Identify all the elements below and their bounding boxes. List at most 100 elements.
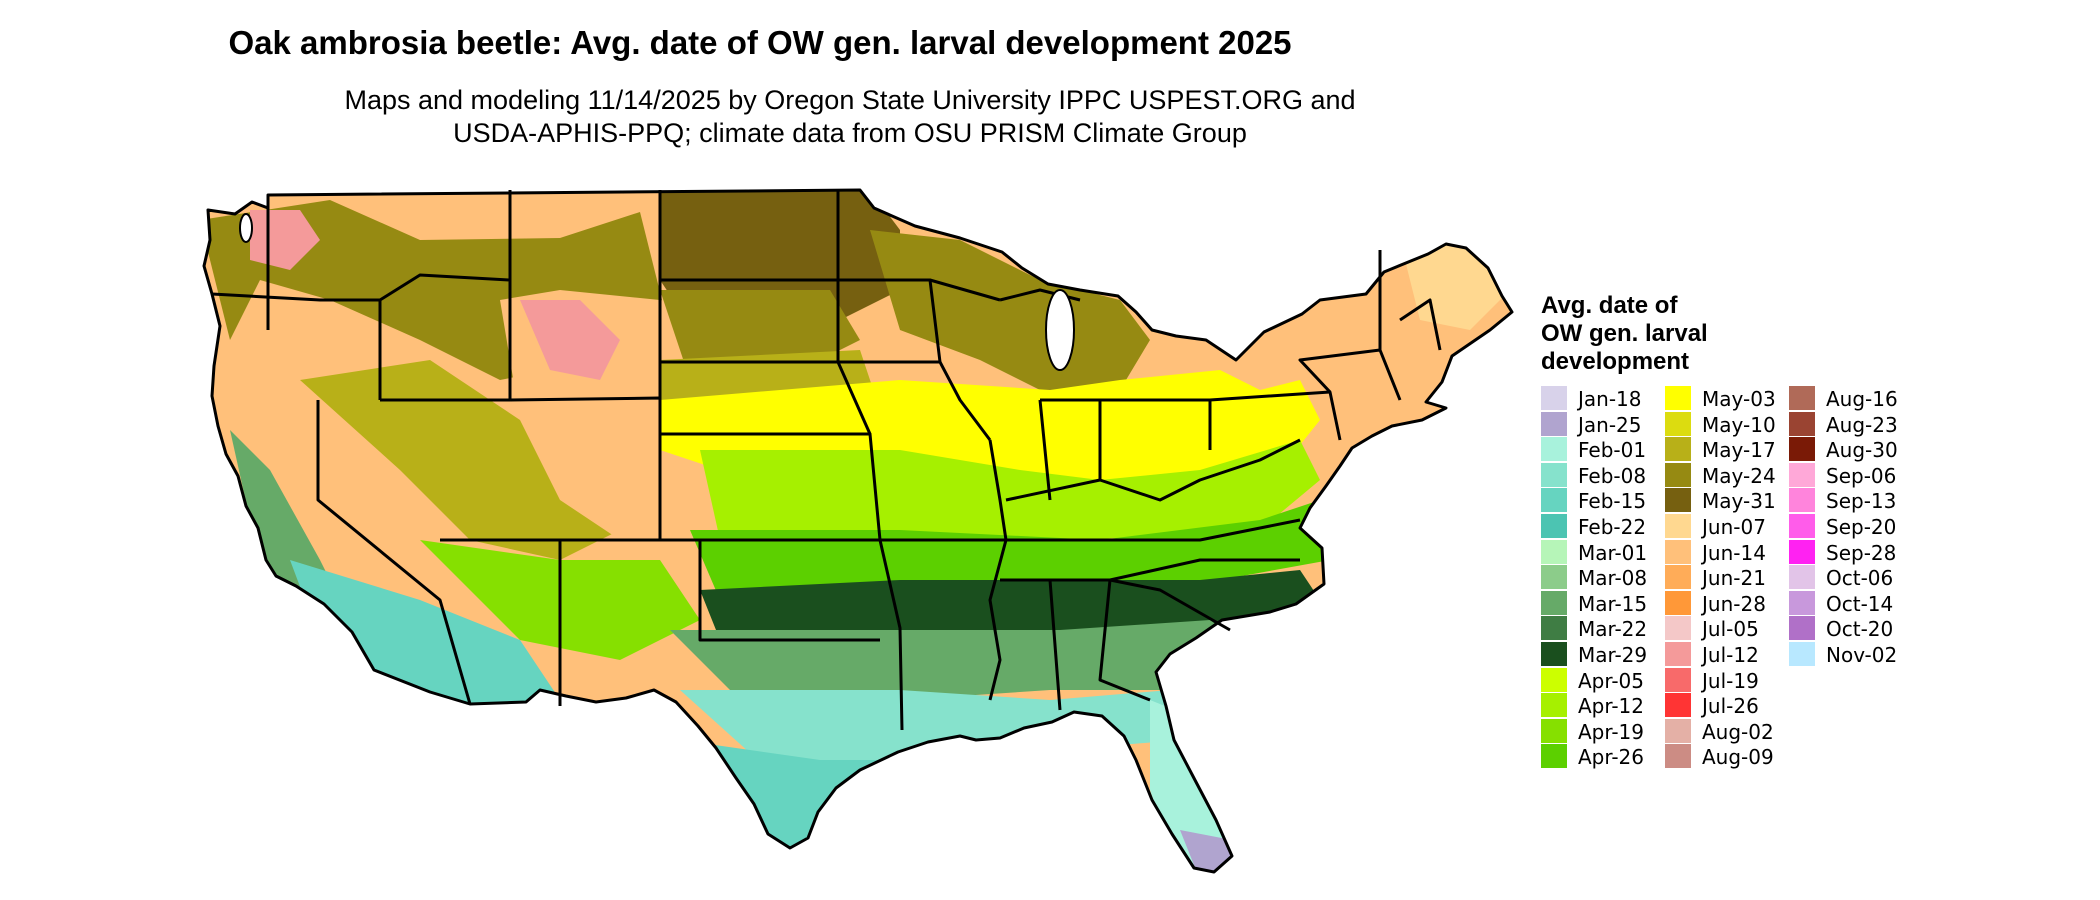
legend-swatch [1665, 539, 1691, 564]
legend-swatch [1789, 437, 1815, 462]
legend-swatch [1665, 462, 1691, 487]
legend-label: Nov-02 [1826, 642, 1898, 667]
legend-label: Apr-12 [1578, 694, 1644, 719]
legend-label: Jul-05 [1702, 617, 1759, 642]
legend-swatch [1541, 513, 1567, 538]
legend-swatch [1665, 693, 1691, 718]
legend-swatch [1665, 513, 1691, 538]
legend-swatch [1541, 744, 1567, 769]
legend-label: Sep-28 [1826, 540, 1897, 565]
legend-swatch [1541, 718, 1567, 743]
legend-title: Avg. date of OW gen. larval development [1541, 292, 1801, 376]
legend-swatch [1665, 488, 1691, 513]
legend-label: Aug-23 [1826, 412, 1898, 437]
legend-label: Mar-01 [1578, 540, 1648, 565]
legend-label: Jun-28 [1702, 591, 1766, 616]
legend-swatch [1789, 590, 1815, 615]
zone-gulf-dark [700, 570, 1320, 640]
legend-label: May-17 [1702, 438, 1776, 463]
legend-label: Oct-20 [1826, 617, 1894, 642]
legend-swatch [1789, 641, 1815, 666]
legend-label: Jun-21 [1702, 566, 1766, 591]
puget-sound [239, 213, 253, 243]
legend-label: Oct-06 [1826, 566, 1894, 591]
legend-swatch [1665, 411, 1691, 436]
zone-south-texas [680, 740, 900, 860]
legend-label: Jun-14 [1702, 540, 1766, 565]
legend-swatch [1665, 437, 1691, 462]
legend-swatch [1665, 718, 1691, 743]
legend-swatch [1541, 693, 1567, 718]
zone-great-lakes-olive [870, 230, 1150, 390]
legend-label: Jul-26 [1702, 694, 1759, 719]
legend-swatch [1541, 488, 1567, 513]
legend-label: Apr-19 [1578, 719, 1644, 744]
subtitle-line-1: Maps and modeling 11/14/2025 by Oregon S… [344, 85, 1356, 115]
legend-label: Mar-29 [1578, 642, 1648, 667]
legend-label: Feb-22 [1578, 514, 1647, 539]
legend-label: Jun-07 [1702, 514, 1766, 539]
legend-label: Apr-05 [1578, 668, 1644, 693]
legend-label: Sep-20 [1826, 514, 1897, 539]
legend-swatch [1789, 386, 1815, 410]
legend-swatch [1789, 488, 1815, 513]
state-borders [202, 188, 1514, 874]
legend-label: Oct-14 [1826, 591, 1894, 616]
legend-swatch [1541, 386, 1567, 410]
legend-label: Jan-18 [1578, 387, 1642, 411]
legend-swatch [1541, 462, 1567, 487]
zone-great-basin-olive [300, 360, 640, 560]
legend-label: Feb-15 [1578, 489, 1647, 514]
legend-label: Sep-13 [1826, 489, 1897, 514]
legend-label: Jan-25 [1578, 412, 1642, 437]
zone-sw-desert [290, 560, 560, 706]
legend-swatch [1665, 590, 1691, 615]
legend-swatch [1665, 667, 1691, 692]
legend-label: Aug-16 [1826, 387, 1898, 411]
legend-swatch [1665, 641, 1691, 666]
zone-gulf-coast [680, 690, 1180, 780]
legend-swatch [1665, 744, 1691, 769]
legend-label: Aug-02 [1702, 719, 1774, 744]
map-title: Oak ambrosia beetle: Avg. date of OW gen… [228, 24, 1292, 61]
legend-label: May-03 [1702, 387, 1776, 411]
legend-label: Jul-19 [1702, 668, 1759, 693]
legend-label: Jul-12 [1702, 642, 1759, 667]
legend-label: May-31 [1702, 489, 1776, 514]
legend-swatch [1789, 539, 1815, 564]
zone-southern-green [690, 500, 1330, 600]
legend-swatch [1789, 616, 1815, 641]
legend-swatch [1789, 462, 1815, 487]
us-map [202, 188, 1514, 874]
legend-swatch [1665, 386, 1691, 410]
legend-label: Apr-26 [1578, 745, 1644, 770]
legend-label: May-10 [1702, 412, 1776, 437]
legend-swatch [1665, 616, 1691, 641]
legend-label: Aug-09 [1702, 745, 1774, 770]
legend-swatch [1541, 437, 1567, 462]
legend-swatch [1541, 565, 1567, 590]
legend-label: Mar-15 [1578, 591, 1648, 616]
legend-label: Sep-06 [1826, 463, 1897, 488]
legend-title-line-3: development [1541, 348, 1690, 375]
lake-michigan [1045, 289, 1075, 371]
map-subtitle: Maps and modeling 11/14/2025 by Oregon S… [290, 84, 1410, 150]
legend-label: Feb-08 [1578, 463, 1647, 488]
legend-label: Mar-08 [1578, 566, 1648, 591]
legend-swatch [1541, 667, 1567, 692]
legend-swatch [1541, 641, 1567, 666]
zone-rockies-peaks [520, 300, 620, 380]
legend-swatch [1541, 616, 1567, 641]
zone-kansas-green [700, 440, 1320, 540]
legend-swatch [1541, 411, 1567, 436]
legend-label: Mar-22 [1578, 617, 1648, 642]
legend-swatch [1789, 513, 1815, 538]
legend-title-line-1: Avg. date of [1541, 292, 1678, 319]
subtitle-line-2: USDA-APHIS-PPQ; climate data from OSU PR… [453, 118, 1247, 148]
legend-swatch [1541, 590, 1567, 615]
legend-swatch [1789, 565, 1815, 590]
legend-swatch [1541, 539, 1567, 564]
legend-label: Feb-01 [1578, 438, 1647, 463]
legend-label: May-24 [1702, 463, 1776, 488]
legend-title-line-2: OW gen. larval [1541, 320, 1708, 347]
